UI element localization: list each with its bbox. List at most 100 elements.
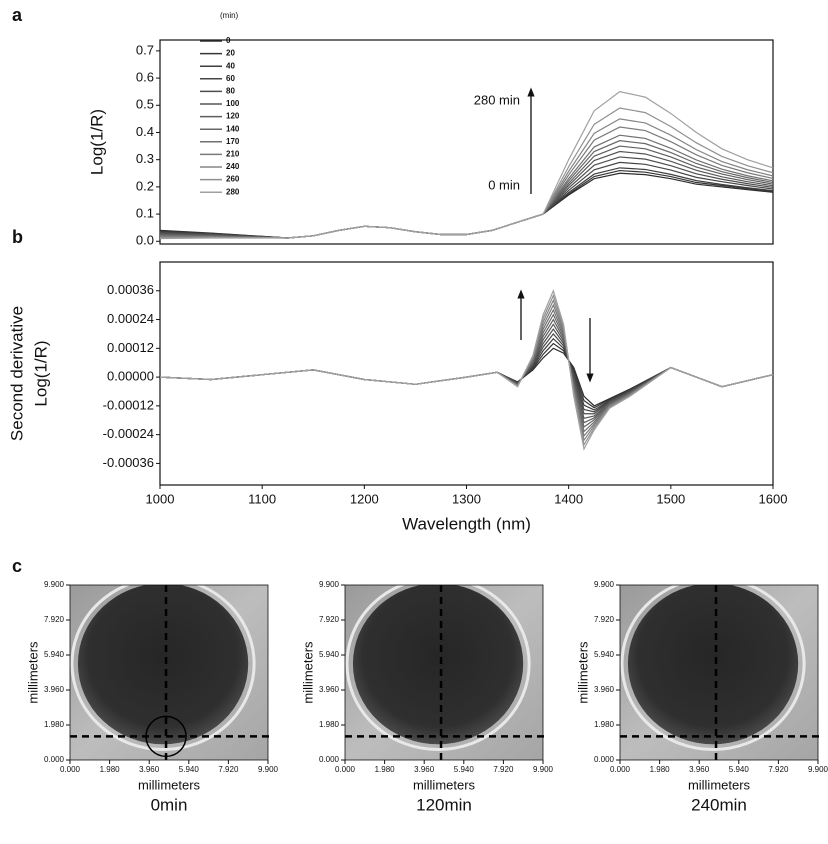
x-tick-label: 0.000 xyxy=(610,765,631,774)
y-tick-label: 9.900 xyxy=(594,580,615,589)
y-axis-label: millimeters xyxy=(300,641,315,704)
y-tick-label: 7.920 xyxy=(594,615,615,624)
plot-frame xyxy=(159,39,774,245)
y-axis-label: Log(1/R) xyxy=(31,340,50,406)
series-line xyxy=(159,140,774,239)
series-line xyxy=(159,298,774,442)
y-tick-label: 0.00012 xyxy=(107,340,154,355)
heatmap xyxy=(70,585,268,760)
panel-label: a xyxy=(12,5,23,25)
y-tick-label: 5.940 xyxy=(319,650,340,659)
y-tick-label: -0.00024 xyxy=(103,426,154,441)
series-line xyxy=(159,126,774,239)
y-tick-label: 0.00024 xyxy=(107,311,154,326)
y-axis-label: millimeters xyxy=(575,641,590,704)
x-tick-label: 9.900 xyxy=(258,765,279,774)
heatmap-rim xyxy=(345,585,531,751)
legend-label: 170 xyxy=(226,137,240,146)
y-tick-label: 0.000 xyxy=(594,755,615,764)
x-axis-label: Wavelength (nm) xyxy=(402,514,531,533)
y-tick-label: 0.0 xyxy=(136,233,154,248)
y-tick-label: 0.000 xyxy=(319,755,340,764)
series-line xyxy=(159,289,774,451)
panel-label: b xyxy=(12,227,23,247)
y-tick-label: 5.940 xyxy=(594,650,615,659)
y-tick-label: 9.900 xyxy=(319,580,340,589)
plot-frame xyxy=(344,584,544,761)
chart-title: 0min xyxy=(151,795,188,814)
legend-label: 100 xyxy=(226,99,240,108)
series-line xyxy=(159,332,774,413)
annotation: 0 min xyxy=(488,177,520,192)
series-line xyxy=(159,156,774,239)
y-tick-label: 3.960 xyxy=(594,685,615,694)
x-tick-label: 3.960 xyxy=(414,765,435,774)
legend-label: 210 xyxy=(226,150,240,159)
y-axis-label: millimeters xyxy=(25,641,40,704)
y-tick-label: 7.920 xyxy=(319,615,340,624)
heatmap-rim xyxy=(70,585,256,751)
y-tick-label: 0.4 xyxy=(136,124,154,139)
heatmap-rim xyxy=(620,585,806,751)
y-tick-label: 9.900 xyxy=(44,580,65,589)
y-tick-label: 1.980 xyxy=(319,720,340,729)
y-axis-label: Second derivative xyxy=(7,306,26,441)
x-tick-label: 7.920 xyxy=(218,765,239,774)
x-tick-label: 5.940 xyxy=(729,765,750,774)
legend-title: (min) xyxy=(220,11,239,20)
y-tick-label: 1.980 xyxy=(44,720,65,729)
x-tick-label: 1.980 xyxy=(100,765,121,774)
y-tick-label: 0.1 xyxy=(136,206,154,221)
legend-label: 40 xyxy=(226,61,235,70)
legend-label: 20 xyxy=(226,49,235,58)
x-axis-label: millimeters xyxy=(413,777,476,792)
chart-title: 120min xyxy=(416,795,472,814)
marker-circle xyxy=(145,715,187,758)
x-tick-label: 1400 xyxy=(554,491,583,506)
y-tick-label: 3.960 xyxy=(44,685,65,694)
legend-label: 260 xyxy=(226,175,240,184)
legend-label: 80 xyxy=(226,87,235,96)
x-tick-label: 7.920 xyxy=(768,765,789,774)
series-line xyxy=(159,150,774,239)
panel-label: c xyxy=(12,556,22,576)
series-line xyxy=(159,91,774,240)
y-tick-label: 0.2 xyxy=(136,178,154,193)
legend-label: 120 xyxy=(226,112,240,121)
chart-title: 240min xyxy=(691,795,747,814)
plot-frame xyxy=(619,584,819,761)
x-tick-label: 1200 xyxy=(350,491,379,506)
legend-label: 280 xyxy=(226,187,240,196)
y-tick-label: 1.980 xyxy=(594,720,615,729)
x-tick-label: 1.980 xyxy=(650,765,671,774)
y-tick-label: 0.00036 xyxy=(107,282,154,297)
x-tick-label: 1300 xyxy=(452,491,481,506)
plot-frame xyxy=(69,584,269,761)
series-line xyxy=(159,172,774,239)
y-tick-label: -0.00012 xyxy=(103,397,154,412)
series-line xyxy=(159,293,774,447)
legend-label: 240 xyxy=(226,162,240,171)
y-tick-label: 0.7 xyxy=(136,42,154,57)
x-tick-label: 1500 xyxy=(656,491,685,506)
x-tick-label: 9.900 xyxy=(533,765,554,774)
x-axis-label: millimeters xyxy=(688,777,751,792)
y-tick-label: 0.00000 xyxy=(107,369,154,384)
x-tick-label: 0.000 xyxy=(60,765,81,774)
x-tick-label: 1600 xyxy=(759,491,788,506)
plot-frame xyxy=(159,261,774,486)
y-tick-label: 3.960 xyxy=(319,685,340,694)
x-tick-label: 3.960 xyxy=(689,765,710,774)
x-tick-label: 7.920 xyxy=(493,765,514,774)
series-line xyxy=(159,145,774,239)
x-tick-label: 1000 xyxy=(146,491,175,506)
x-tick-label: 1.980 xyxy=(375,765,396,774)
y-tick-label: 7.920 xyxy=(44,615,65,624)
x-axis-label: millimeters xyxy=(138,777,201,792)
x-tick-label: 3.960 xyxy=(139,765,160,774)
heatmap-blob xyxy=(352,585,524,745)
y-tick-label: 0.3 xyxy=(136,151,154,166)
x-tick-label: 0.000 xyxy=(335,765,356,774)
series-line xyxy=(159,134,774,239)
